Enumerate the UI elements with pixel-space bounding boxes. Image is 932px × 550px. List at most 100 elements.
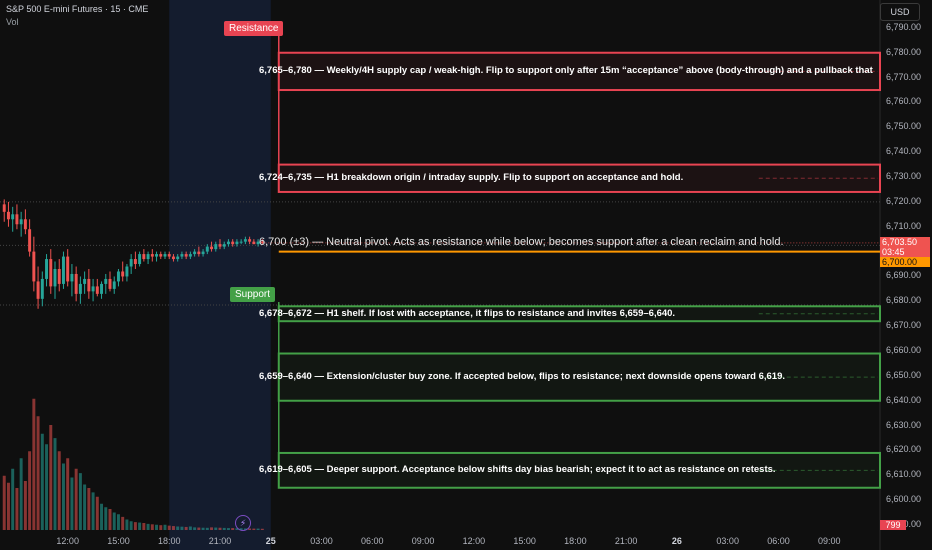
volume-bar — [104, 507, 108, 530]
volume-bar — [146, 523, 150, 530]
candle-body — [214, 244, 218, 250]
volume-bar — [231, 528, 235, 530]
candle-body — [19, 219, 23, 225]
support-zone-label: 6,659–6,640 — Extension/cluster buy zone… — [259, 371, 786, 383]
candle-body — [252, 241, 256, 245]
candle-body — [163, 254, 167, 257]
resistance-zone-label: 6,724–6,735 — H1 breakdown origin / intr… — [259, 172, 684, 184]
volume-bar — [184, 526, 188, 530]
volume-bar — [171, 526, 175, 530]
volume-bar — [205, 527, 209, 530]
bar-countdown: 03:45 — [882, 246, 905, 257]
candle-body — [210, 246, 214, 250]
volume-bar — [57, 451, 61, 530]
y-tick-label: 6,770.00 — [886, 71, 922, 82]
candle-body — [125, 266, 129, 277]
y-tick-label: 6,730.00 — [886, 171, 922, 182]
volume-bar — [53, 438, 57, 530]
x-tick-label: 26 — [671, 536, 682, 546]
y-tick-label: 6,640.00 — [886, 394, 922, 405]
candle-body — [57, 269, 61, 284]
volume-bar — [108, 509, 112, 530]
volume-bar — [214, 527, 218, 530]
candle-body — [176, 256, 180, 260]
volume-bar — [36, 416, 40, 530]
x-tick-label: 25 — [265, 536, 276, 546]
currency-selector[interactable]: USD — [880, 3, 920, 21]
candle-body — [159, 254, 163, 257]
volume-bar — [180, 526, 184, 530]
support-zone-label: 6,619–6,605 — Deeper support. Acceptance… — [259, 464, 776, 476]
candle-body — [40, 278, 44, 299]
volume-bar — [256, 528, 260, 530]
volume-bar — [150, 524, 154, 530]
candle-body — [32, 251, 36, 282]
x-tick-label: 06:00 — [767, 536, 790, 546]
lightning-icon[interactable]: ⚡ — [235, 515, 251, 531]
volume-bar — [74, 468, 78, 530]
y-tick-label: 6,740.00 — [886, 146, 922, 157]
candle-body — [239, 241, 243, 243]
x-tick-label: 12:00 — [56, 536, 79, 546]
y-tick-label: 6,650.00 — [886, 369, 922, 380]
volume-badge: 799 — [880, 520, 906, 530]
volume-bar — [23, 481, 27, 530]
volume-bar — [6, 482, 10, 530]
candle-body — [260, 241, 264, 243]
candle-body — [66, 256, 70, 282]
candle-body — [188, 254, 192, 257]
candle-body — [49, 259, 53, 287]
candle-body — [243, 239, 247, 242]
volume-bar — [193, 527, 197, 530]
candle-body — [193, 251, 197, 255]
volume-bar — [100, 503, 104, 530]
x-tick-label: 15:00 — [107, 536, 130, 546]
candle-body — [155, 254, 159, 257]
x-tick-label: 12:00 — [462, 536, 486, 546]
candle-body — [61, 256, 65, 284]
x-tick-label: 21:00 — [208, 536, 232, 546]
y-tick-label: 6,620.00 — [886, 444, 922, 455]
volume-bar — [142, 523, 146, 530]
candle-body — [108, 278, 112, 289]
y-tick-label: 6,600.00 — [886, 494, 922, 505]
y-tick-label: 6,690.00 — [886, 270, 922, 281]
resistance-tag: Resistance — [224, 21, 284, 36]
session-highlight — [169, 0, 271, 550]
volume-bar — [40, 433, 44, 530]
y-tick-label: 6,680.00 — [886, 295, 922, 306]
candle-body — [171, 256, 175, 260]
candle-body — [70, 273, 74, 282]
volume-bar — [11, 468, 15, 530]
candle-body — [112, 281, 116, 289]
candle-body — [104, 278, 108, 284]
volume-bar — [201, 527, 205, 530]
candle-body — [6, 211, 10, 220]
volume-bar — [78, 473, 82, 530]
candle-body — [167, 254, 171, 257]
volume-bars — [2, 398, 264, 530]
volume-bar — [28, 451, 32, 530]
volume-indicator-label: Vol — [6, 17, 19, 27]
candle-body — [45, 259, 49, 279]
volume-bar — [45, 444, 49, 530]
support-zone-label: 6,678–6,672 — H1 shelf. If lost with acc… — [259, 307, 676, 319]
candle-body — [235, 241, 239, 245]
volume-bar — [260, 528, 264, 530]
background-layer — [169, 0, 271, 550]
x-tick-label: 21:00 — [614, 536, 638, 546]
volume-bar — [222, 527, 226, 530]
volume-bar — [32, 398, 36, 530]
candles — [2, 199, 264, 309]
volume-bar — [83, 484, 87, 530]
candle-body — [231, 241, 235, 245]
candle-body — [78, 283, 82, 294]
y-tick-label: 6,780.00 — [886, 46, 922, 57]
volume-bar — [138, 522, 142, 530]
candle-body — [180, 254, 184, 257]
y-tick-label: 6,750.00 — [886, 121, 922, 132]
volume-bar — [176, 526, 180, 530]
candle-body — [205, 246, 209, 252]
volume-bar — [167, 525, 171, 530]
